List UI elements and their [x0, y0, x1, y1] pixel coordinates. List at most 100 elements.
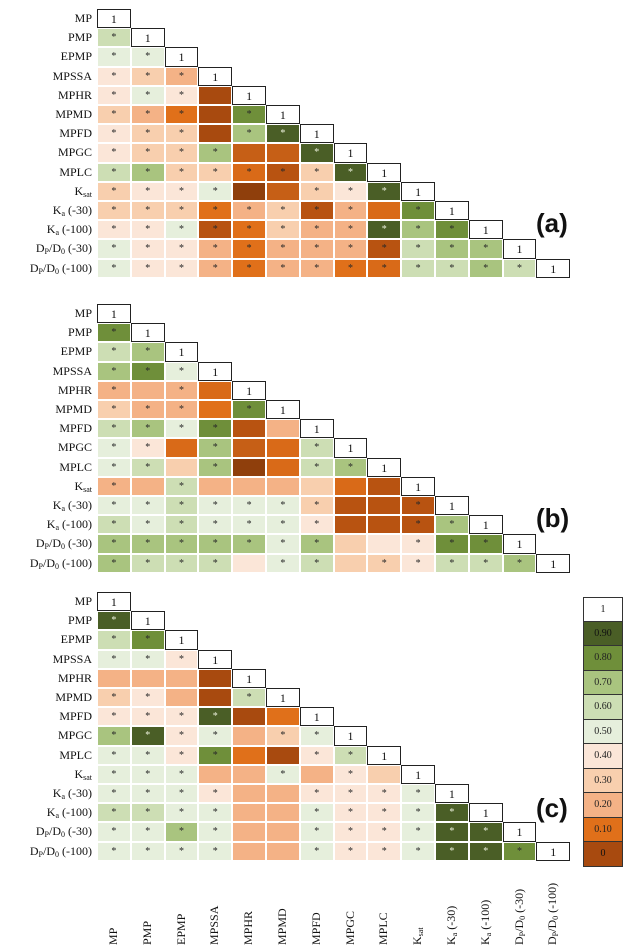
heatmap-cell: * — [198, 841, 233, 861]
heatmap-cell — [299, 764, 334, 784]
heatmap-cell: * — [97, 476, 131, 496]
heatmap-cell: * — [435, 258, 469, 278]
heatmap-cell — [367, 764, 402, 784]
heatmap-cell: * — [130, 553, 165, 573]
diagonal-cell: 1 — [536, 553, 571, 573]
heatmap-cell: * — [367, 258, 402, 278]
legend-item: 0.90 — [583, 621, 623, 646]
heatmap-cell: * — [164, 143, 199, 163]
row-label-3-8: MPGC — [57, 728, 92, 743]
heatmap-cell — [198, 764, 233, 784]
heatmap-cell — [266, 707, 300, 727]
diagonal-cell: 1 — [502, 822, 537, 842]
heatmap-cell: * — [97, 380, 131, 400]
heatmap-cell: * — [401, 534, 435, 554]
heatmap-cell — [232, 181, 266, 201]
heatmap-cell: * — [97, 181, 131, 201]
heatmap-cell: * — [232, 124, 266, 144]
legend-item: 0 — [583, 842, 623, 867]
heatmap-cell: * — [97, 803, 131, 823]
heatmap-cell: * — [333, 162, 368, 182]
heatmap-cell: * — [97, 85, 131, 105]
heatmap-cell: * — [97, 162, 131, 182]
column-label-10: Ksat — [410, 927, 426, 945]
heatmap-cell: * — [130, 258, 165, 278]
heatmap-cell: * — [266, 124, 300, 144]
diagonal-cell: 1 — [299, 707, 334, 727]
row-label-2-7: MPFD — [59, 421, 92, 436]
heatmap-cell: * — [97, 342, 131, 362]
heatmap-cell — [232, 841, 266, 861]
heatmap-cell: * — [299, 803, 334, 823]
heatmap-cell: * — [468, 822, 503, 842]
heatmap-cell: * — [198, 419, 233, 439]
heatmap-cell: * — [333, 764, 368, 784]
heatmap-cell — [130, 476, 165, 496]
heatmap-cell: * — [130, 515, 165, 535]
heatmap-cell: * — [164, 553, 199, 573]
heatmap-cell: * — [333, 784, 368, 804]
row-label-1-14: DP/D0 (-100) — [29, 260, 92, 276]
heatmap-cell: * — [130, 822, 165, 842]
row-label-3-13: DP/D0 (-30) — [35, 824, 92, 840]
row-label-2-6: MPMD — [55, 402, 92, 416]
heatmap-cell: * — [130, 649, 165, 669]
heatmap-cell: * — [97, 323, 131, 343]
heatmap-cell — [266, 457, 300, 477]
row-label-3-5: MPHR — [57, 670, 92, 685]
column-label-4: MPSSA — [207, 905, 222, 945]
heatmap-cell: * — [164, 764, 199, 784]
heatmap-cell: * — [299, 143, 334, 163]
heatmap-cell: * — [266, 220, 300, 240]
heatmap-cell: * — [468, 841, 503, 861]
row-label-3-3: EPMP — [60, 632, 92, 647]
legend-item: 0.50 — [583, 719, 623, 744]
heatmap-cell: * — [130, 764, 165, 784]
diagonal-cell: 1 — [164, 47, 199, 67]
heatmap-cell: * — [232, 105, 266, 125]
row-label-2-8: MPGC — [57, 440, 92, 455]
heatmap-cell: * — [164, 822, 199, 842]
heatmap-cell: * — [333, 457, 368, 477]
panel-label: (a) — [536, 208, 568, 238]
heatmap-cell: * — [97, 688, 131, 708]
heatmap-cell: * — [333, 181, 368, 201]
heatmap-cell: * — [198, 457, 233, 477]
column-label-5: MPHR — [241, 910, 256, 945]
heatmap-cell: * — [97, 784, 131, 804]
heatmap-cell: * — [130, 496, 165, 516]
heatmap-cell: * — [164, 124, 199, 144]
diagonal-cell: 1 — [468, 515, 503, 535]
heatmap-cell — [232, 438, 266, 458]
row-label-2-14: DP/D0 (-100) — [29, 555, 92, 571]
heatmap-cell: * — [130, 726, 165, 746]
heatmap-cell: * — [266, 534, 300, 554]
heatmap-cell: * — [198, 143, 233, 163]
heatmap-cell: * — [198, 745, 233, 765]
row-label-2-4: MPSSA — [52, 363, 92, 378]
heatmap-cell: * — [333, 841, 368, 861]
heatmap-cell: * — [97, 822, 131, 842]
heatmap-cell: * — [198, 803, 233, 823]
row-label-3-2: PMP — [67, 613, 92, 628]
heatmap-cell: * — [367, 239, 402, 259]
heatmap-cell: * — [97, 66, 131, 86]
heatmap-cell: * — [130, 201, 165, 221]
row-label-1-2: PMP — [67, 30, 92, 45]
diagonal-cell: 1 — [502, 239, 537, 259]
heatmap-cell: * — [130, 630, 165, 650]
heatmap-cell: * — [97, 726, 131, 746]
panel-label: (c) — [536, 793, 568, 823]
heatmap-cell: * — [97, 201, 131, 221]
heatmap-cell: * — [198, 822, 233, 842]
diagonal-cell: 1 — [435, 784, 469, 804]
heatmap-cell: * — [164, 201, 199, 221]
heatmap-cell: * — [502, 841, 537, 861]
heatmap-cell — [367, 201, 402, 221]
heatmap-cell: * — [468, 553, 503, 573]
heatmap-cell — [232, 745, 266, 765]
heatmap-cell: * — [164, 649, 199, 669]
row-label-2-3: EPMP — [60, 344, 92, 359]
row-label-3-9: MPLC — [59, 747, 92, 762]
